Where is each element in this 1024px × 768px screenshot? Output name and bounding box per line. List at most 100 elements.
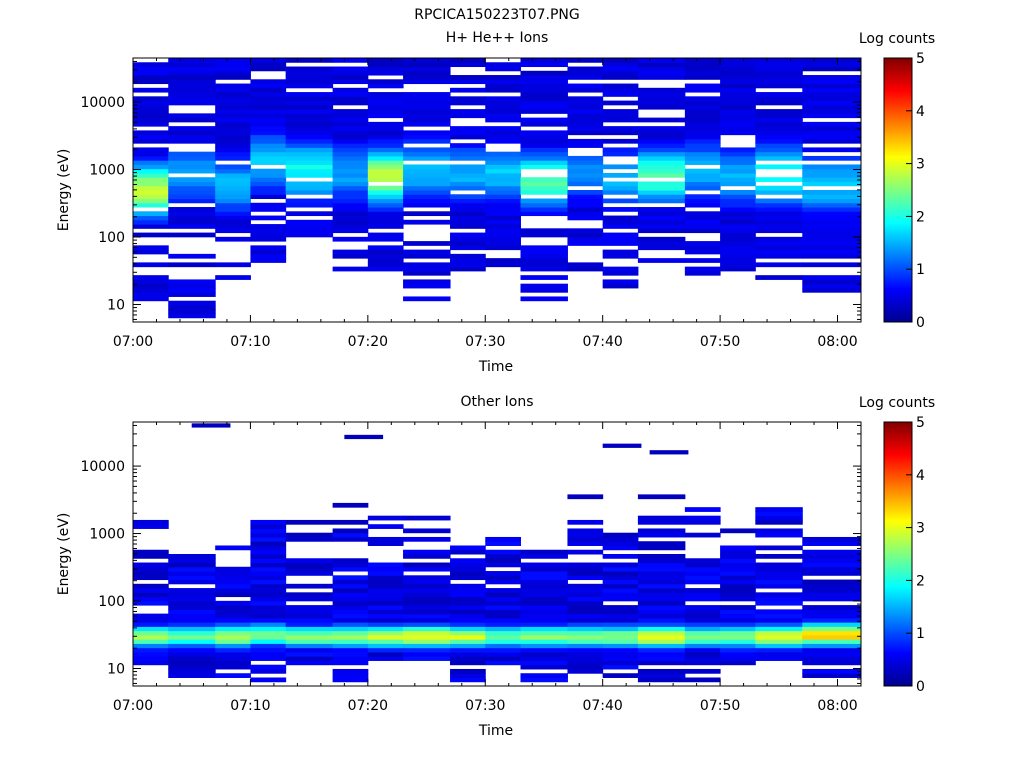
top-heatmap-cell	[168, 292, 216, 297]
top-heatmap-cell	[403, 92, 451, 97]
top-heatmap-cell	[168, 287, 216, 293]
top-heatmap-cell	[684, 130, 721, 136]
top-heatmap-cell	[755, 109, 803, 114]
top-heatmap-cell	[403, 155, 451, 161]
top-heatmap-cell	[168, 215, 216, 221]
top-heatmap-cell	[520, 147, 568, 153]
top-heatmap-cell	[755, 185, 803, 191]
bottom-heatmap-cell	[637, 647, 686, 653]
top-heatmap-cell	[637, 228, 686, 234]
top-heatmap-cell	[250, 215, 287, 221]
bottom-heatmap-cell	[403, 613, 451, 619]
bottom-heatmap-cell	[367, 600, 404, 606]
top-heatmap-cell	[602, 224, 639, 229]
bottom-heatmap-cell	[720, 634, 756, 640]
bottom-heatmap-cell	[567, 660, 604, 666]
bottom-heatmap-cell	[403, 515, 451, 521]
top-heatmap-cell	[567, 172, 604, 178]
top-heatmap-cell	[250, 202, 287, 208]
bottom-heatmap-cell	[215, 575, 251, 581]
bottom-heatmap-cell	[755, 507, 803, 512]
top-heatmap-cell	[637, 62, 686, 68]
top-heatmap-cell	[367, 134, 404, 140]
top-heatmap-cell	[332, 228, 369, 234]
bottom-heatmap-cell	[285, 519, 334, 525]
bottom-heatmap-cell	[250, 643, 287, 649]
top-heatmap-cell	[450, 219, 486, 225]
bottom-heatmap-cell	[684, 617, 721, 623]
top-heatmap-cell	[367, 207, 404, 212]
top-heatmap-cell	[720, 147, 756, 153]
top-heatmap-cell	[602, 100, 639, 106]
top-heatmap-cell	[215, 194, 251, 200]
top-heatmap-cell	[684, 224, 721, 229]
bottom-heatmap-cell	[367, 634, 404, 640]
bottom-heatmap-cell	[403, 575, 451, 581]
top-colorbar-tick-label: 3	[916, 157, 925, 173]
top-heatmap-cell	[332, 126, 369, 131]
top-heatmap-cell	[755, 202, 803, 208]
top-heatmap-cell	[637, 151, 686, 157]
bottom-heatmap-cell	[720, 571, 756, 576]
top-heatmap-cell	[520, 249, 568, 255]
top-heatmap-cell	[250, 232, 287, 238]
top-heatmap-cell	[450, 126, 486, 131]
bottom-heatmap-cell	[215, 626, 251, 632]
top-heatmap-cell	[133, 287, 169, 293]
bottom-heatmap-cell	[602, 651, 639, 657]
top-colorbar-tick-label: 4	[916, 104, 925, 120]
bottom-heatmap-cell	[332, 639, 369, 644]
bottom-heatmap-cell	[133, 660, 169, 666]
top-heatmap-cell	[367, 109, 404, 114]
top-heatmap-cell	[567, 160, 604, 165]
top-heatmap-cell	[450, 130, 486, 136]
bottom-heatmap-cell	[215, 609, 251, 615]
top-heatmap-cell	[332, 147, 369, 153]
top-heatmap-cell	[755, 100, 803, 106]
top-heatmap-cell	[285, 219, 334, 225]
top-heatmap-cell	[285, 92, 334, 97]
top-heatmap-cell	[567, 96, 604, 102]
top-heatmap-cell	[637, 104, 686, 110]
top-heatmap-cell	[403, 190, 451, 195]
top-heatmap-cell	[602, 83, 639, 89]
bottom-heatmap-cell	[250, 592, 287, 598]
top-heatmap-cell	[637, 66, 686, 72]
bottom-heatmap-cell	[720, 647, 756, 653]
bottom-heatmap-cell	[637, 626, 686, 632]
top-heatmap-cell	[720, 258, 756, 263]
top-heatmap-cell	[450, 236, 486, 242]
bottom-heatmap-cell	[215, 613, 251, 619]
bottom-heatmap-cell	[168, 562, 216, 568]
bottom-heatmap-cell	[802, 562, 861, 568]
bottom-heatmap-cell	[168, 664, 216, 670]
top-heatmap-cell	[168, 155, 216, 161]
bottom-heatmap-cell	[250, 536, 287, 542]
top-heatmap-cell	[332, 96, 369, 102]
top-heatmap-cell	[168, 207, 216, 212]
top-heatmap-cell	[755, 155, 803, 161]
top-heatmap-cell	[637, 207, 686, 212]
top-heatmap-cell	[720, 104, 756, 110]
bottom-heatmap-cell	[168, 575, 216, 581]
bottom-heatmap-cell	[250, 524, 287, 529]
top-heatmap-cell	[332, 151, 369, 157]
bottom-y-tick-label: 100	[98, 594, 125, 610]
top-heatmap-cell	[250, 190, 287, 195]
bottom-heatmap-cell	[520, 562, 568, 568]
top-heatmap-cell	[520, 262, 568, 268]
bottom-heatmap-cell	[485, 562, 521, 568]
bottom-heatmap-cell	[755, 651, 803, 657]
top-heatmap-cell	[567, 121, 604, 127]
bottom-heatmap-cell	[133, 617, 169, 623]
bottom-heatmap-cell	[602, 673, 639, 678]
bottom-heatmap-cell	[285, 571, 334, 576]
x-axis-label-top: Time	[478, 359, 513, 375]
bottom-heatmap-cell	[450, 596, 486, 602]
bottom-heatmap-cell	[720, 617, 756, 623]
top-heatmap-cell	[285, 228, 334, 234]
bottom-heatmap-cell	[684, 592, 721, 598]
top-heatmap-cell	[755, 198, 803, 204]
top-heatmap-cell	[520, 130, 568, 136]
bottom-heatmap-cell	[602, 605, 639, 610]
